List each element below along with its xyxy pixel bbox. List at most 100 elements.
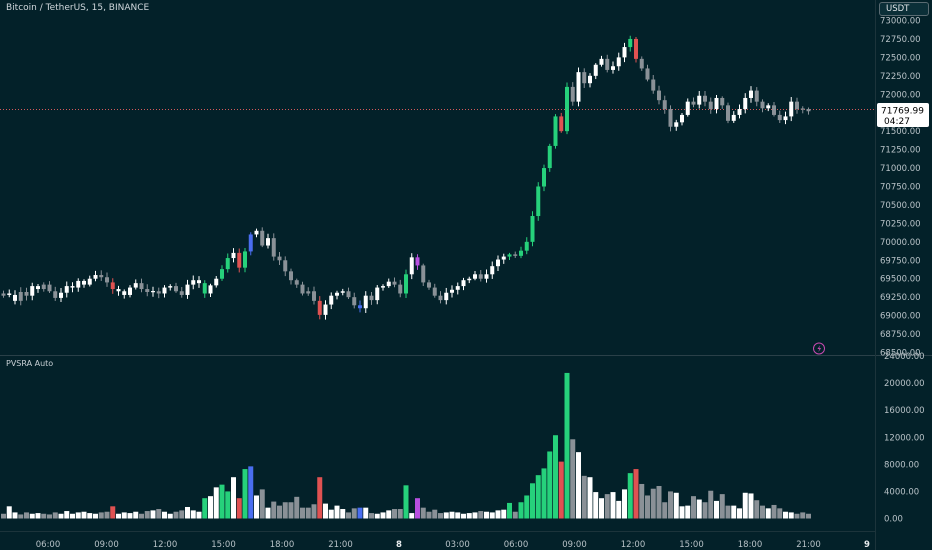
candle-body [237, 252, 242, 268]
candle-body [473, 274, 477, 279]
candle [680, 113, 684, 126]
candle [335, 290, 339, 300]
candle [806, 107, 811, 115]
candle [36, 284, 40, 293]
candle [283, 256, 288, 277]
time-tick-label: 12:00 [621, 540, 646, 550]
candle [668, 105, 673, 132]
candle-body [542, 168, 546, 187]
candle-body [70, 286, 75, 288]
alert-lightning-icon[interactable] [813, 342, 825, 355]
candle [685, 98, 690, 117]
candle [76, 278, 81, 292]
volume-bar [530, 483, 535, 519]
candle-body [616, 57, 621, 67]
candle-body [179, 291, 184, 295]
candle [151, 286, 155, 297]
candle-body [519, 250, 523, 256]
time-tick-label: 18:00 [270, 540, 295, 550]
price-tick-label: 70750.00 [880, 183, 921, 193]
volume-bar [783, 511, 788, 519]
candle-body [335, 292, 339, 296]
candle [156, 287, 161, 299]
volume-bar [47, 514, 52, 519]
candle [386, 278, 391, 288]
candle [59, 287, 63, 303]
candle-body [346, 291, 351, 298]
time-tick-label: 03:00 [445, 540, 470, 550]
candle [214, 276, 219, 288]
candle-body [36, 286, 40, 290]
volume-bar [760, 505, 765, 519]
volume-axis: 24000.00 20000.00 16000.00 12000.00 8000.00 4… [884, 352, 925, 525]
candle-body [611, 66, 615, 70]
candle-body [691, 101, 696, 105]
candle-body [306, 291, 311, 294]
candle [179, 287, 184, 298]
volume-bar [673, 492, 679, 519]
price-tick-label: 69750.00 [880, 256, 921, 266]
volume-bar [179, 510, 185, 519]
candle [754, 87, 759, 107]
volume-bar [466, 513, 472, 519]
candle-body [783, 116, 788, 121]
volume-bar [64, 511, 70, 519]
volume-bar [35, 513, 41, 519]
volume-bar [208, 496, 213, 519]
candle [24, 287, 29, 301]
candle-body [24, 292, 29, 296]
volume-bar [489, 512, 495, 519]
volume-bar [633, 469, 639, 519]
volume-bar [213, 487, 219, 519]
candle [490, 261, 495, 279]
volume-bar [512, 511, 518, 519]
candle [41, 282, 46, 292]
candle-body [496, 259, 500, 267]
candle-body [674, 122, 679, 127]
volume-bar [311, 504, 317, 519]
candle [708, 97, 713, 114]
volume-bar [685, 505, 691, 519]
candle-body [421, 265, 426, 283]
volume-tick-label: 20000.00 [884, 379, 925, 389]
price-tick-label: 72500.00 [880, 53, 921, 63]
volume-bar [616, 500, 622, 519]
candle-body [300, 284, 305, 294]
candle-body [795, 101, 799, 110]
candle-body [484, 274, 489, 279]
candle-body [513, 254, 518, 256]
volume-tick-label: 8000.00 [884, 460, 919, 470]
volume-bar [484, 511, 489, 519]
candle-body [754, 90, 759, 102]
time-tick-label: 06:00 [36, 540, 61, 550]
volume-bar [225, 491, 231, 519]
currency-button[interactable]: USDT [879, 2, 929, 16]
candle-body [248, 234, 253, 252]
volume-bar [363, 507, 369, 519]
candle-body [110, 282, 115, 290]
candle-body [438, 295, 443, 301]
candle [559, 112, 564, 133]
volume-bar [754, 500, 760, 519]
candle [628, 35, 633, 52]
candle [783, 111, 788, 125]
candle [271, 233, 276, 261]
volume-bar [139, 513, 144, 519]
candle [82, 279, 86, 288]
candle-body [415, 257, 420, 266]
volume-bar [432, 509, 438, 519]
candle [53, 286, 58, 301]
candle-body [461, 280, 466, 287]
volume-bar [340, 509, 346, 519]
candle-body [93, 275, 98, 279]
candle-body [800, 108, 805, 110]
candle [634, 37, 638, 63]
candle-body [478, 274, 483, 279]
volume-bar [24, 512, 29, 519]
volume-bar [714, 500, 719, 519]
volume-bar [645, 495, 650, 519]
candle [421, 263, 426, 286]
candle [369, 291, 374, 305]
candle [714, 94, 719, 114]
volume-bar [248, 466, 254, 519]
